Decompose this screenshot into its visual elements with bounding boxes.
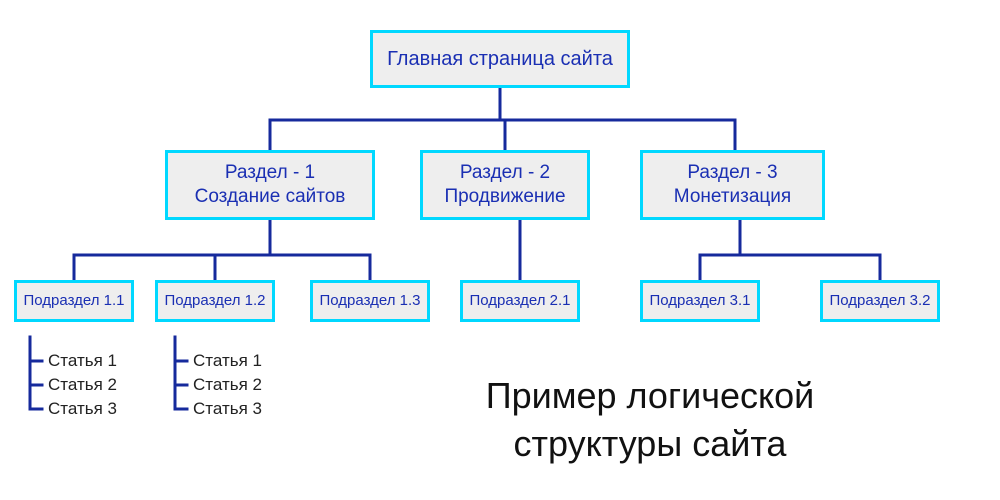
article-item-1-2: Статья 3 xyxy=(193,399,262,419)
article-item-0-2: Статья 3 xyxy=(48,399,117,419)
node-root: Главная страница сайта xyxy=(370,30,630,88)
node-s2: Раздел - 2 Продвижение xyxy=(420,150,590,220)
article-item-0-0: Статья 1 xyxy=(48,351,117,371)
diagram-stage: Главная страница сайта Раздел - 1 Создани… xyxy=(0,0,1000,500)
node-s3: Раздел - 3 Монетизация xyxy=(640,150,825,220)
caption-line-1: структуры сайта xyxy=(320,423,980,465)
node-s1: Раздел - 1 Создание сайтов xyxy=(165,150,375,220)
node-p21: Подраздел 2.1 xyxy=(460,280,580,322)
article-item-0-1: Статья 2 xyxy=(48,375,117,395)
node-p31: Подраздел 3.1 xyxy=(640,280,760,322)
node-p12: Подраздел 1.2 xyxy=(155,280,275,322)
article-item-1-1: Статья 2 xyxy=(193,375,262,395)
node-p11: Подраздел 1.1 xyxy=(14,280,134,322)
article-item-1-0: Статья 1 xyxy=(193,351,262,371)
caption-line-0: Пример логической xyxy=(320,375,980,417)
node-p13: Подраздел 1.3 xyxy=(310,280,430,322)
node-p32: Подраздел 3.2 xyxy=(820,280,940,322)
